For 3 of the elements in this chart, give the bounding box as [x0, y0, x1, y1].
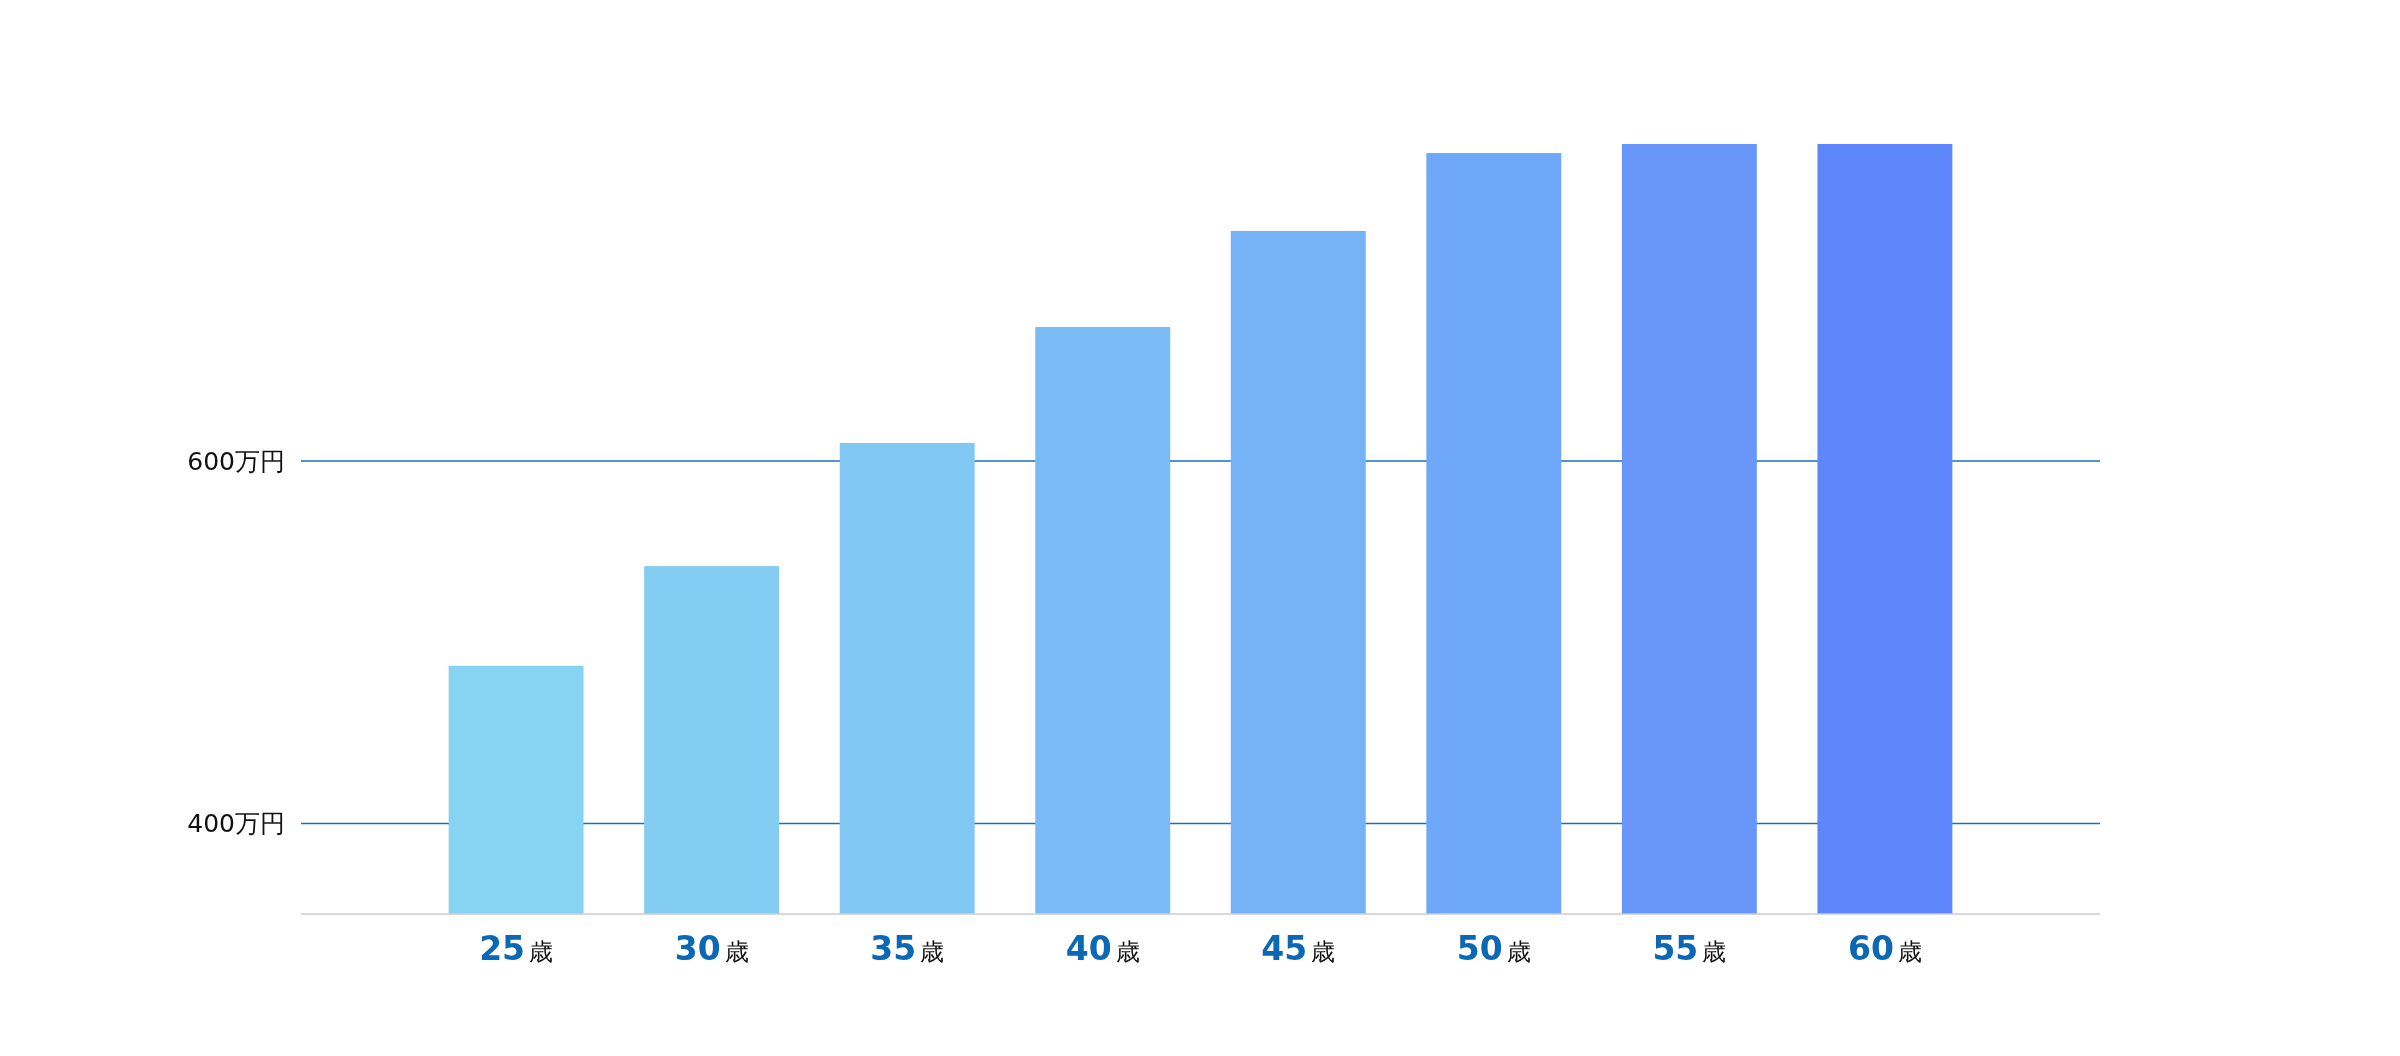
y-tick-label: 400万円 [187, 809, 285, 839]
y-tick-label: 600万円 [187, 447, 285, 477]
x-tick-label: 60歳 [1847, 929, 1922, 968]
